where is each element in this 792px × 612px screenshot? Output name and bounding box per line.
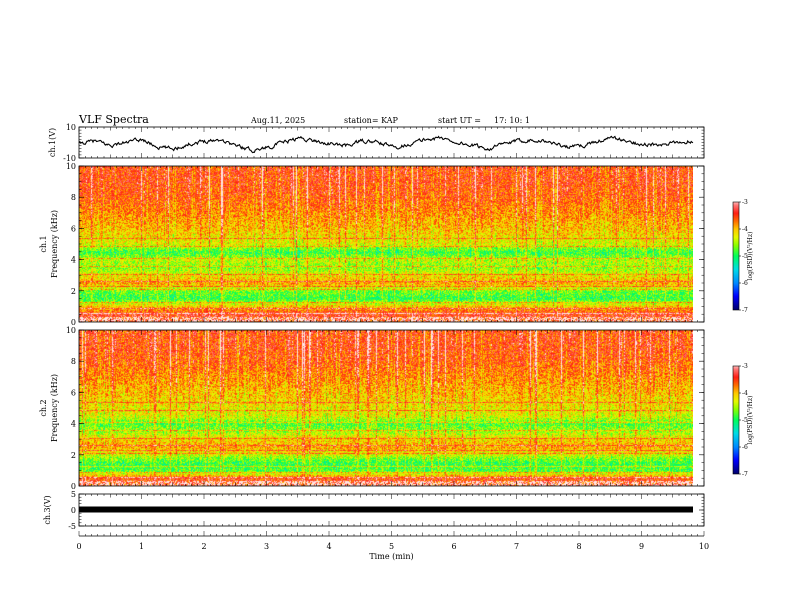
x-tick-label: 7 bbox=[514, 542, 519, 551]
sp2-panel-ytick-label: 0 bbox=[71, 482, 76, 491]
ch2-freq-ylabel: Frequency (kHz) bbox=[50, 374, 59, 442]
date-label: Aug.11, 2025 bbox=[251, 116, 306, 125]
ch1-panel-ytick-label: -10 bbox=[63, 154, 76, 163]
sp2-panel-ytick-label: 8 bbox=[71, 357, 76, 366]
ch1-colorbar-tick-label: -7 bbox=[742, 307, 748, 314]
ch1-ylabel: ch.1(V) bbox=[48, 128, 57, 157]
ch2-colorbar-tick-label: -5 bbox=[742, 417, 748, 424]
ch2-colorbar bbox=[733, 366, 739, 474]
ch2-colorbar-label: log(PSD)(V²/Hz) bbox=[747, 396, 754, 445]
ch1-colorbar-tick-label: -4 bbox=[742, 226, 748, 233]
x-tick-label: 5 bbox=[389, 542, 394, 551]
x-tick-label: 3 bbox=[264, 542, 269, 551]
sp2-panel-ytick-label: 4 bbox=[71, 420, 76, 429]
start-ut-label: start UT = bbox=[438, 116, 481, 125]
x-tick-label: 2 bbox=[201, 542, 206, 551]
station-label: station= KAP bbox=[344, 116, 398, 125]
ch1-waveform-line bbox=[78, 135, 694, 154]
ch3-ylabel: ch.3(V) bbox=[43, 495, 52, 524]
ch1-spectrogram bbox=[79, 166, 693, 322]
ch1-colorbar-tick-label: -6 bbox=[742, 280, 748, 287]
sp2-panel-ytick-label: 10 bbox=[66, 326, 76, 335]
sp1-panel-ytick-label: 8 bbox=[71, 193, 76, 202]
x-tick-label: 0 bbox=[76, 542, 81, 551]
ch1-colorbar bbox=[733, 202, 739, 310]
sp2-panel-ytick-label: 2 bbox=[71, 451, 76, 460]
ch1-colorbar-tick-label: -5 bbox=[742, 253, 748, 260]
start-time-label: 17: 10: 1 bbox=[494, 116, 530, 125]
ch1-colorbar-tick-label: -3 bbox=[742, 199, 748, 206]
ch3-panel-ytick-label: -5 bbox=[68, 522, 76, 531]
ch1-freq-ylabel: Frequency (kHz) bbox=[50, 210, 59, 278]
x-tick-label: 6 bbox=[451, 542, 456, 551]
ch2-colorbar-tick-label: -3 bbox=[742, 363, 748, 370]
sp1-panel-ytick-label: 6 bbox=[71, 224, 76, 233]
sp1-panel-ytick-label: 4 bbox=[71, 256, 76, 265]
ch1-channel-label: ch.1 bbox=[39, 235, 48, 252]
x-tick-label: 4 bbox=[326, 542, 331, 551]
ch2-spectrogram bbox=[79, 330, 693, 486]
ch3-waveform-band bbox=[79, 506, 693, 513]
ch2-colorbar-tick-label: -4 bbox=[742, 390, 748, 397]
ch3-panel-ytick-label: 0 bbox=[71, 506, 76, 515]
x-axis-label: Time (min) bbox=[369, 552, 413, 561]
ch2-colorbar-tick-label: -6 bbox=[742, 444, 748, 451]
sp1-panel-ytick-label: 0 bbox=[71, 318, 76, 327]
figure-title: VLF Spectra bbox=[79, 113, 149, 126]
x-tick-label: 9 bbox=[639, 542, 644, 551]
x-tick-label: 10 bbox=[699, 542, 709, 551]
x-tick-label: 1 bbox=[139, 542, 144, 551]
ch2-channel-label: ch.2 bbox=[39, 399, 48, 416]
ch3-panel-ytick-label: 5 bbox=[71, 490, 76, 499]
sp2-panel-ytick-label: 6 bbox=[71, 388, 76, 397]
x-tick-label: 8 bbox=[576, 542, 581, 551]
sp1-panel-ytick-label: 10 bbox=[66, 162, 76, 171]
ch2-colorbar-tick-label: -7 bbox=[742, 471, 748, 478]
ch1-colorbar-label: log(PSD)(V²/Hz) bbox=[747, 232, 754, 281]
ch1-panel-ytick-label: 10 bbox=[66, 123, 76, 132]
sp1-panel-ytick-label: 2 bbox=[71, 287, 76, 296]
